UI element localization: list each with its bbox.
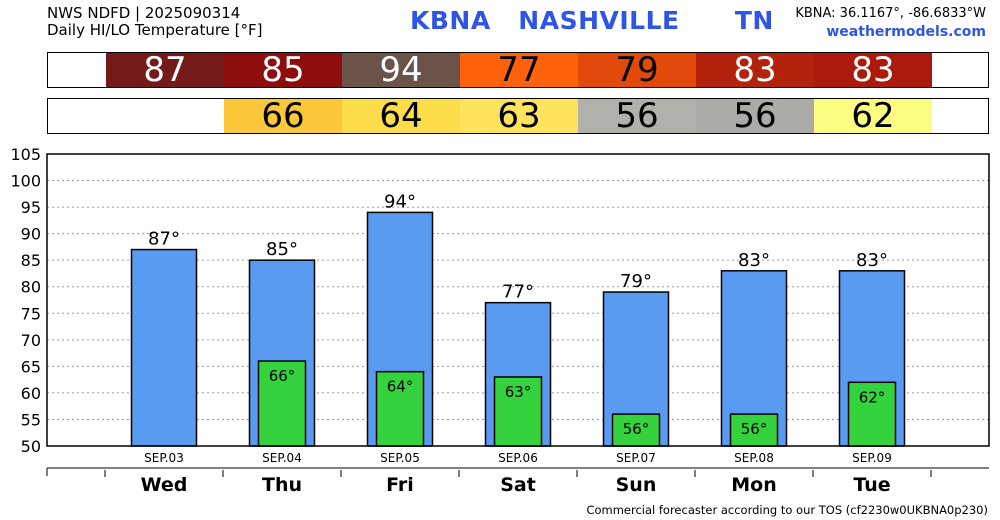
product-title: Daily HI/LO Temperature [°F] xyxy=(47,21,263,39)
high-temp-label: 94° xyxy=(384,191,416,212)
low-temp-bar xyxy=(611,413,661,447)
low-temp-label: 56° xyxy=(741,420,768,438)
x-day-label: Fri xyxy=(386,474,414,496)
high-temp-label: 77° xyxy=(502,282,534,303)
low-temp-cell-7: 62 xyxy=(814,99,932,134)
y-tick-label: 90 xyxy=(21,225,41,244)
header-left: NWS NDFD | 2025090314 Daily HI/LO Temper… xyxy=(47,5,263,39)
x-day-label: Tue xyxy=(853,474,890,496)
high-temp-cell-1: 87 xyxy=(106,53,224,88)
high-temp-label: 85° xyxy=(266,239,298,260)
station-title: KBNA NASHVILLE TN xyxy=(410,6,774,35)
high-temp-label: 83° xyxy=(738,250,770,271)
y-tick-label: 100 xyxy=(10,172,41,191)
low-temp-label: 64° xyxy=(387,378,414,396)
x-date-label: SEP.05 xyxy=(380,451,420,465)
x-day-label: Wed xyxy=(141,474,188,496)
x-date-label: SEP.07 xyxy=(616,451,656,465)
x-date-label: SEP.08 xyxy=(734,451,774,465)
low-temp-label: 62° xyxy=(859,388,886,406)
y-tick-label: 80 xyxy=(21,278,41,297)
header-right: KBNA: 36.1167°, -86.6833°W weathermodels… xyxy=(795,5,986,41)
y-tick-label: 65 xyxy=(21,357,41,376)
high-temp-label: 83° xyxy=(856,250,888,271)
y-tick-label: 55 xyxy=(21,410,41,429)
low-temp-cell-4: 63 xyxy=(460,99,578,134)
x-date-label: SEP.06 xyxy=(498,451,538,465)
x-date-label: SEP.09 xyxy=(852,451,892,465)
high-temp-cell-4: 77 xyxy=(460,53,578,88)
low-temperature-strip: 66 64 63 56 56 62 xyxy=(47,98,989,134)
x-day-label: Sun xyxy=(616,474,657,496)
low-temp-bar xyxy=(847,381,897,447)
y-tick-label: 70 xyxy=(21,331,41,350)
x-day-label: Thu xyxy=(262,474,302,496)
y-tick-label: 50 xyxy=(21,437,41,456)
high-temp-cell-7: 83 xyxy=(814,53,932,88)
low-temp-cell-2: 66 xyxy=(224,99,342,134)
plot-frame xyxy=(46,153,990,447)
station-coordinates: KBNA: 36.1167°, -86.6833°W xyxy=(795,6,986,21)
x-date-label: SEP.04 xyxy=(262,451,302,465)
x-date-label: SEP.03 xyxy=(144,451,184,465)
low-temp-bar xyxy=(257,360,307,447)
high-temp-label: 87° xyxy=(148,229,180,250)
low-temp-label: 56° xyxy=(623,420,650,438)
high-temp-bar xyxy=(130,248,198,447)
low-temp-bar xyxy=(375,370,425,447)
high-temp-cell-5: 79 xyxy=(578,53,696,88)
low-temp-cell-6: 56 xyxy=(696,99,814,134)
high-temp-cell-6: 83 xyxy=(696,53,814,88)
x-day-label: Sat xyxy=(500,474,536,496)
low-temp-bar xyxy=(493,376,543,447)
low-temp-cell-1 xyxy=(106,99,224,133)
y-tick-label: 95 xyxy=(21,198,41,217)
x-day-label: Mon xyxy=(731,474,777,496)
low-temp-label: 63° xyxy=(505,383,532,401)
y-tick-label: 75 xyxy=(21,304,41,323)
site-link[interactable]: weathermodels.com xyxy=(826,24,986,40)
footer-note: Commercial forecaster according to our T… xyxy=(586,503,988,517)
y-tick-label: 105 xyxy=(10,145,41,164)
y-tick-label: 60 xyxy=(21,384,41,403)
low-temp-cell-3: 64 xyxy=(342,99,460,134)
high-temp-cell-3: 94 xyxy=(342,53,460,88)
high-temp-label: 79° xyxy=(620,271,652,292)
y-tick-label: 85 xyxy=(21,251,41,270)
product-line: NWS NDFD | 2025090314 xyxy=(47,4,241,22)
high-temp-cell-2: 85 xyxy=(224,53,342,88)
low-temp-cell-5: 56 xyxy=(578,99,696,134)
high-temperature-strip: 87 85 94 77 79 83 83 xyxy=(47,52,989,88)
low-temp-label: 66° xyxy=(269,367,296,385)
